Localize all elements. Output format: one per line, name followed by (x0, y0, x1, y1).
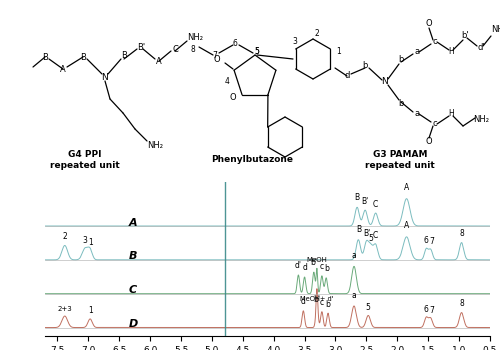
Text: N: N (382, 77, 388, 86)
Text: B: B (121, 51, 127, 61)
Text: 5: 5 (254, 47, 260, 56)
Text: C: C (373, 200, 378, 209)
Text: b': b' (461, 32, 469, 41)
Text: O: O (230, 92, 236, 102)
Text: a: a (352, 251, 356, 260)
Text: a: a (414, 48, 420, 56)
Text: B': B' (362, 197, 369, 206)
Text: 2+3: 2+3 (58, 306, 72, 312)
Text: 8: 8 (190, 44, 196, 54)
Text: 1: 1 (88, 306, 92, 315)
Text: N: N (102, 72, 108, 82)
Text: 6: 6 (424, 305, 429, 314)
Text: MeOH: MeOH (306, 257, 328, 262)
Text: c: c (320, 298, 324, 307)
Text: O: O (426, 138, 432, 147)
Text: 7: 7 (430, 306, 434, 315)
Text: H: H (448, 48, 454, 56)
Text: 5: 5 (368, 234, 373, 243)
Text: c: c (432, 37, 438, 47)
Text: a: a (352, 292, 356, 300)
Text: O: O (214, 55, 220, 63)
Text: b: b (398, 56, 404, 64)
Text: 5: 5 (254, 47, 260, 56)
Text: B': B' (363, 229, 370, 238)
Text: O: O (426, 20, 432, 28)
Text: B: B (356, 225, 361, 234)
Text: 1: 1 (88, 238, 92, 247)
Text: NH₂: NH₂ (473, 116, 489, 125)
Text: d': d' (295, 261, 302, 270)
Text: 6: 6 (232, 38, 237, 48)
Text: Phenylbutazone: Phenylbutazone (211, 155, 293, 164)
Text: 2: 2 (314, 28, 320, 37)
Text: G3 PAMAM
repeated unit: G3 PAMAM repeated unit (365, 150, 435, 170)
Text: A: A (404, 222, 409, 230)
Text: b': b' (314, 295, 320, 304)
Text: A: A (156, 56, 162, 65)
Text: d': d' (477, 43, 485, 52)
Text: G4 PPI
repeated unit: G4 PPI repeated unit (50, 150, 120, 170)
Text: B: B (42, 52, 48, 62)
Text: C: C (172, 44, 178, 54)
Text: b: b (398, 99, 404, 108)
Text: d: d (302, 263, 307, 272)
Text: 1: 1 (336, 47, 342, 56)
Text: 5: 5 (366, 303, 370, 312)
Text: 7: 7 (212, 50, 218, 60)
Text: 2: 2 (62, 232, 67, 241)
Text: 8: 8 (459, 229, 464, 238)
Text: H: H (448, 110, 454, 119)
Text: c: c (432, 119, 438, 128)
Text: b': b' (310, 258, 318, 267)
Text: 3: 3 (292, 36, 298, 46)
Text: a: a (414, 110, 420, 119)
Text: 6: 6 (424, 236, 429, 245)
Text: c: c (320, 262, 324, 271)
Text: B: B (80, 52, 86, 62)
Text: NH₂: NH₂ (491, 26, 500, 35)
Text: B: B (354, 193, 360, 202)
Text: A: A (60, 64, 66, 74)
Text: d: d (344, 71, 350, 80)
Text: D: D (128, 319, 138, 329)
Text: MeOH+ d': MeOH+ d' (300, 296, 334, 302)
Text: b: b (362, 62, 368, 70)
Text: 4: 4 (224, 77, 230, 86)
Text: A: A (404, 183, 409, 192)
Text: 7: 7 (430, 237, 434, 246)
Text: b: b (324, 264, 328, 273)
Text: 8: 8 (459, 299, 464, 308)
Text: b: b (326, 300, 330, 309)
Text: C: C (128, 285, 136, 295)
Text: B': B' (137, 42, 145, 51)
Text: NH₂: NH₂ (147, 140, 163, 149)
Text: d: d (301, 297, 306, 306)
Text: A: A (128, 218, 137, 228)
Text: B: B (128, 251, 137, 261)
Text: 3: 3 (82, 236, 87, 245)
Text: C: C (373, 231, 378, 240)
Text: NH₂: NH₂ (187, 33, 203, 42)
